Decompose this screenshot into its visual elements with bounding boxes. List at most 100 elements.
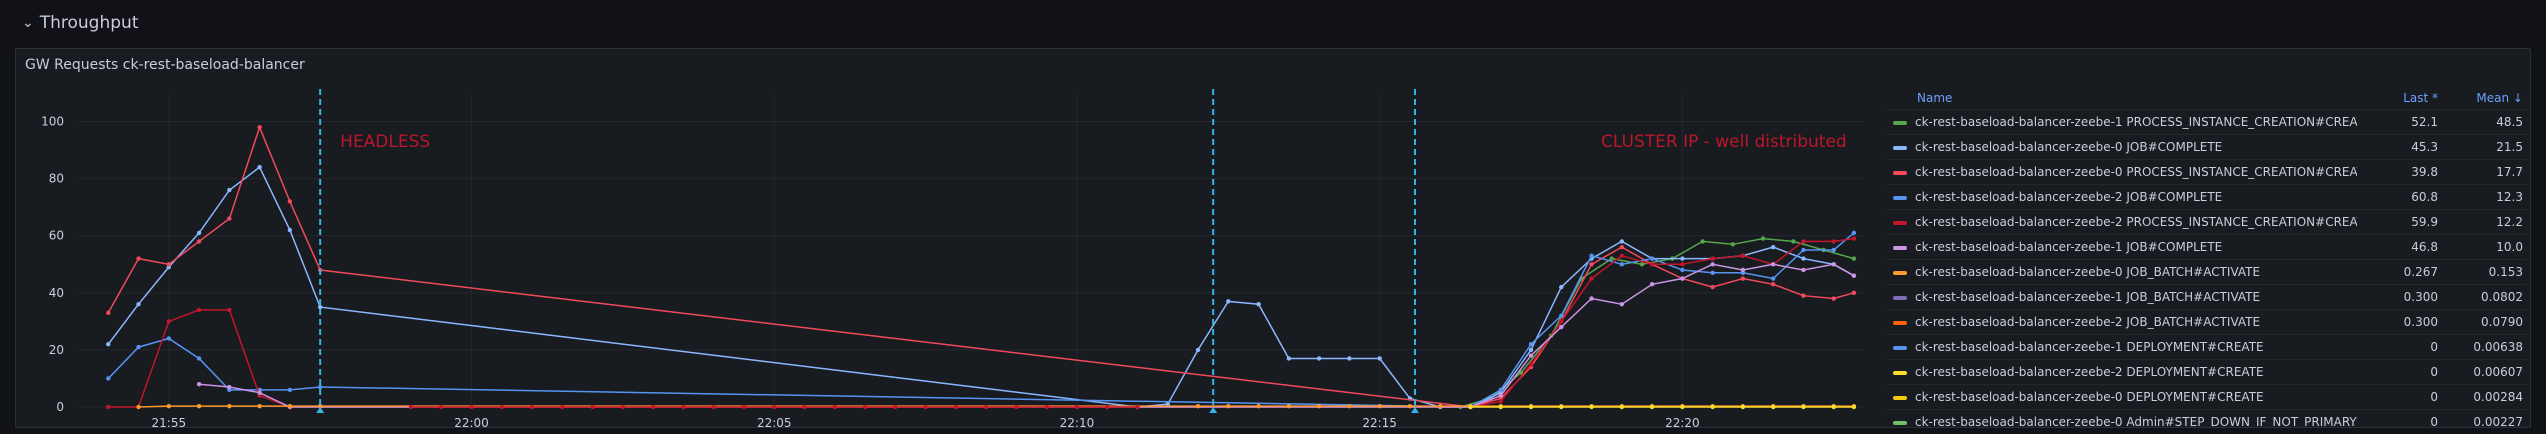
data-point[interactable] (136, 302, 141, 307)
data-point[interactable] (1801, 404, 1806, 410)
data-point[interactable] (1801, 239, 1806, 244)
data-point[interactable] (1851, 236, 1857, 241)
timeseries-chart[interactable]: 0 20 40 60 80 100 21:55 22:00 22:05 22:10 22:15 22:… (16, 49, 1876, 429)
legend-series-name[interactable]: ck-rest-baseload-balancer-zeebe-0 DEPLOY… (1887, 384, 2357, 410)
data-point[interactable] (1377, 356, 1382, 361)
data-point[interactable] (1851, 404, 1857, 410)
legend-row[interactable]: ck-rest-baseload-balancer-zeebe-2 DEPLOY… (1887, 359, 2527, 385)
data-point[interactable] (741, 404, 747, 410)
legend-series-name[interactable]: ck-rest-baseload-balancer-zeebe-0 JOB_BA… (1887, 259, 2357, 285)
data-point[interactable] (1649, 262, 1655, 267)
data-point[interactable] (1518, 370, 1524, 375)
data-point[interactable] (1377, 403, 1382, 409)
data-point[interactable] (469, 404, 474, 410)
data-point[interactable] (1105, 404, 1110, 410)
data-point[interactable] (166, 336, 172, 341)
data-point[interactable] (1619, 253, 1625, 258)
data-point[interactable] (196, 381, 202, 387)
data-point[interactable] (1801, 293, 1806, 298)
data-point[interactable] (1801, 247, 1806, 253)
data-point[interactable] (1014, 404, 1019, 410)
data-point[interactable] (1801, 256, 1806, 261)
legend-series-name[interactable]: ck-rest-baseload-balancer-zeebe-1 DEPLOY… (1887, 334, 2357, 360)
data-point[interactable] (1770, 244, 1776, 250)
data-point[interactable] (1286, 403, 1292, 409)
data-point[interactable] (257, 125, 262, 130)
data-point[interactable] (1559, 284, 1564, 290)
data-point[interactable] (136, 344, 141, 350)
data-point[interactable] (1498, 399, 1503, 404)
data-point[interactable] (590, 404, 595, 410)
data-point[interactable] (1559, 319, 1564, 324)
data-point[interactable] (1316, 356, 1322, 361)
data-point[interactable] (529, 404, 535, 410)
data-point[interactable] (1256, 403, 1261, 409)
data-point[interactable] (1730, 242, 1736, 247)
data-point[interactable] (862, 404, 868, 410)
legend-row[interactable]: ck-rest-baseload-balancer-zeebe-1 DEPLOY… (1887, 334, 2527, 360)
data-point[interactable] (1760, 236, 1766, 241)
legend-series-name[interactable]: ck-rest-baseload-balancer-zeebe-2 PROCES… (1887, 209, 2357, 235)
series-line[interactable] (108, 237, 1855, 408)
data-point[interactable] (1347, 403, 1352, 409)
data-point[interactable] (1528, 347, 1534, 353)
annotation-tick[interactable] (1209, 407, 1218, 413)
data-point[interactable] (1619, 244, 1625, 250)
data-point[interactable] (1680, 262, 1685, 267)
data-point[interactable] (1286, 356, 1292, 361)
data-point[interactable] (227, 384, 232, 390)
series-line[interactable] (199, 263, 1855, 408)
data-point[interactable] (1639, 262, 1645, 267)
legend-series-name[interactable]: ck-rest-baseload-balancer-zeebe-2 JOB#CO… (1887, 184, 2357, 210)
data-point[interactable] (439, 404, 444, 410)
data-point[interactable] (772, 404, 777, 410)
panel-title[interactable]: GW Requests ck-rest-baseload-balancer (25, 57, 305, 73)
data-point[interactable] (1619, 302, 1625, 307)
series-line[interactable] (1460, 237, 1855, 408)
data-point[interactable] (499, 404, 504, 410)
data-point[interactable] (166, 403, 172, 409)
data-point[interactable] (257, 403, 262, 409)
legend-header-name[interactable]: Name (1917, 91, 1953, 105)
data-point[interactable] (1740, 253, 1746, 258)
data-point[interactable] (923, 404, 928, 410)
data-point[interactable] (1740, 404, 1746, 410)
data-point[interactable] (227, 403, 232, 409)
data-point[interactable] (1438, 403, 1443, 409)
data-point[interactable] (166, 262, 172, 267)
legend-header-mean[interactable]: Mean ↓ (2476, 91, 2523, 105)
legend-row[interactable]: ck-rest-baseload-balancer-zeebe-1 JOB#CO… (1887, 234, 2527, 260)
data-point[interactable] (802, 404, 807, 410)
data-point[interactable] (1589, 404, 1594, 410)
data-point[interactable] (1801, 267, 1806, 273)
legend-series-name[interactable]: ck-rest-baseload-balancer-zeebe-0 JOB#CO… (1887, 134, 2357, 160)
data-point[interactable] (1619, 262, 1625, 267)
data-point[interactable] (1649, 256, 1655, 261)
data-point[interactable] (1589, 276, 1594, 281)
data-point[interactable] (196, 356, 202, 361)
data-point[interactable] (1680, 276, 1685, 281)
data-point[interactable] (1831, 262, 1836, 267)
legend-row[interactable]: ck-rest-baseload-balancer-zeebe-0 PROCES… (1887, 159, 2527, 185)
data-point[interactable] (650, 404, 656, 410)
data-point[interactable] (893, 404, 898, 410)
data-point[interactable] (1851, 273, 1857, 278)
legend-row[interactable]: ck-rest-baseload-balancer-zeebe-0 Admin#… (1887, 409, 2527, 427)
legend-row[interactable]: ck-rest-baseload-balancer-zeebe-2 PROCES… (1887, 209, 2527, 235)
data-point[interactable] (681, 404, 686, 410)
data-point[interactable] (106, 376, 111, 381)
legend-row[interactable]: ck-rest-baseload-balancer-zeebe-2 JOB#CO… (1887, 184, 2527, 210)
data-point[interactable] (257, 390, 262, 395)
data-point[interactable] (1407, 403, 1413, 409)
data-point[interactable] (1528, 353, 1534, 358)
data-point[interactable] (1528, 361, 1534, 367)
data-point[interactable] (196, 230, 202, 236)
data-point[interactable] (196, 307, 202, 313)
data-point[interactable] (953, 404, 959, 410)
data-point[interactable] (1619, 239, 1625, 244)
data-point[interactable] (1609, 256, 1614, 261)
legend-series-name[interactable]: ck-rest-baseload-balancer-zeebe-0 Admin#… (1887, 409, 2357, 427)
data-point[interactable] (166, 319, 172, 324)
data-point[interactable] (1649, 404, 1655, 410)
data-point[interactable] (317, 403, 323, 409)
